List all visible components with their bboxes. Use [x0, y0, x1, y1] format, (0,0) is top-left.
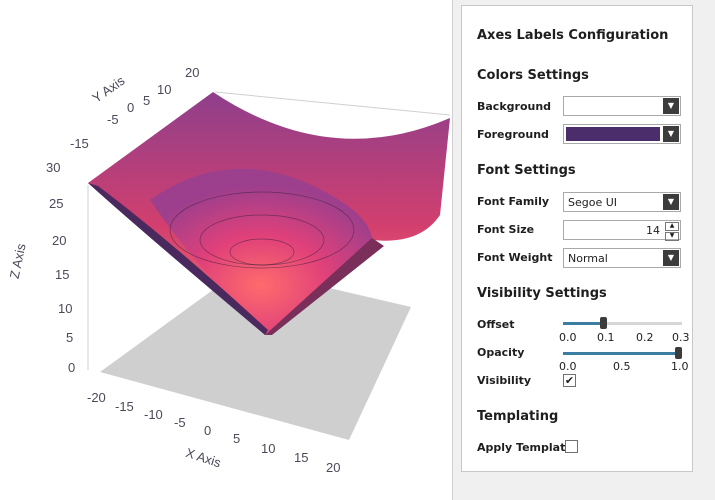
y-tick-label: 0 — [127, 100, 134, 115]
colors-settings-heading: Colors Settings — [477, 68, 589, 83]
y-axis-title: Y Axis — [89, 73, 127, 106]
contour-3 — [229, 238, 295, 266]
contour-1 — [169, 191, 355, 269]
y-tick-label: -15 — [70, 136, 89, 151]
z-axis-ticks: 30 25 20 15 10 5 0 — [46, 160, 75, 375]
y-axis-ticks: -15 -5 0 5 10 20 — [70, 65, 199, 151]
font-weight-label: Font Weight — [477, 251, 553, 264]
x-tick-label: -20 — [87, 390, 106, 405]
x-tick-label: 15 — [294, 450, 308, 465]
spin-down-icon[interactable]: ▼ — [665, 232, 679, 241]
chevron-down-icon[interactable]: ▼ — [663, 126, 679, 142]
x-tick-label: -10 — [144, 407, 163, 422]
font-size-value: 14 — [646, 224, 660, 237]
panel-title: Axes Labels Configuration — [477, 28, 669, 43]
x-axis-ticks: -20 -15 -10 -5 0 5 10 15 20 — [87, 390, 340, 475]
font-settings-heading: Font Settings — [477, 163, 576, 178]
x-tick-label: 20 — [326, 460, 340, 475]
z-tick-label: 15 — [55, 267, 69, 282]
font-family-select[interactable]: Segoe UI ▼ — [563, 192, 681, 212]
font-size-spinner[interactable]: ▲ ▼ — [665, 222, 679, 241]
tick-label: 0.0 — [559, 331, 577, 344]
slider-fill — [563, 322, 603, 325]
axis-line-back — [214, 91, 451, 116]
x-tick-label: -5 — [174, 415, 186, 430]
font-weight-value: Normal — [568, 252, 608, 265]
y-tick-label: -5 — [107, 112, 119, 127]
offset-ticks: 0.0 0.1 0.2 0.3 — [559, 331, 690, 345]
font-weight-select[interactable]: Normal ▼ — [563, 248, 681, 268]
tick-label: 0.1 — [597, 331, 615, 344]
background-swatch — [566, 99, 660, 113]
x-tick-label: 0 — [204, 423, 211, 438]
z-axis-title: Z Axis — [7, 242, 29, 280]
spin-up-icon[interactable]: ▲ — [665, 222, 679, 231]
z-tick-label: 0 — [68, 360, 75, 375]
x-tick-label: 5 — [233, 431, 240, 446]
config-card: Axes Labels Configuration Colors Setting… — [461, 5, 693, 472]
templating-heading: Templating — [477, 409, 559, 424]
surface-chart: 30 25 20 15 10 5 0 Z Axis -15 -5 0 5 10 … — [7, 65, 451, 475]
offset-slider[interactable] — [563, 315, 682, 335]
x-axis-title: X Axis — [184, 445, 223, 471]
surface-right-edge — [265, 238, 384, 335]
tick-label: 0.2 — [636, 331, 654, 344]
floor-plane — [100, 268, 411, 440]
z-tick-label: 25 — [49, 196, 63, 211]
z-tick-label: 5 — [66, 330, 73, 345]
tick-label: 0.3 — [672, 331, 690, 344]
chevron-down-icon[interactable]: ▼ — [663, 250, 679, 266]
y-tick-label: 20 — [185, 65, 199, 80]
background-color-picker[interactable]: ▼ — [563, 96, 681, 116]
slider-track — [563, 322, 682, 325]
y-tick-label: 10 — [157, 82, 171, 97]
foreground-color-picker[interactable]: ▼ — [563, 124, 681, 144]
slider-thumb[interactable] — [675, 347, 682, 359]
checkmark-icon: ✔ — [564, 374, 575, 387]
apply-template-checkbox[interactable] — [565, 440, 578, 453]
z-tick-label: 10 — [58, 301, 72, 316]
offset-label: Offset — [477, 318, 515, 331]
chevron-down-icon[interactable]: ▼ — [663, 98, 679, 114]
visibility-label: Visibility — [477, 374, 532, 387]
tick-label: 0.0 — [559, 360, 577, 373]
config-panel: Axes Labels Configuration Colors Setting… — [452, 0, 715, 500]
tick-label: 1.0 — [671, 360, 689, 373]
opacity-label: Opacity — [477, 346, 525, 359]
surface-inner — [150, 168, 372, 335]
font-family-value: Segoe UI — [568, 196, 618, 209]
tick-label: 0.5 — [613, 360, 631, 373]
background-label: Background — [477, 100, 552, 113]
surface-front-edge — [88, 183, 268, 335]
visibility-settings-heading: Visibility Settings — [477, 286, 607, 301]
foreground-swatch — [566, 127, 660, 141]
y-tick-label: 5 — [143, 93, 150, 108]
slider-thumb[interactable] — [600, 317, 608, 329]
slider-fill — [563, 352, 682, 355]
z-tick-label: 20 — [52, 233, 66, 248]
opacity-slider[interactable] — [563, 345, 682, 365]
x-tick-label: -15 — [115, 399, 134, 414]
opacity-ticks: 0.0 0.5 1.0 — [559, 360, 689, 374]
apply-template-label: Apply Template — [477, 441, 573, 454]
font-size-input[interactable]: 14 ▲ ▼ — [563, 220, 681, 241]
visibility-checkbox[interactable]: ✔ — [563, 374, 576, 387]
font-size-label: Font Size — [477, 223, 535, 236]
chevron-down-icon[interactable]: ▼ — [663, 194, 679, 210]
font-family-label: Font Family — [477, 195, 550, 208]
z-tick-label: 30 — [46, 160, 60, 175]
x-tick-label: 10 — [261, 441, 275, 456]
foreground-label: Foreground — [477, 128, 549, 141]
